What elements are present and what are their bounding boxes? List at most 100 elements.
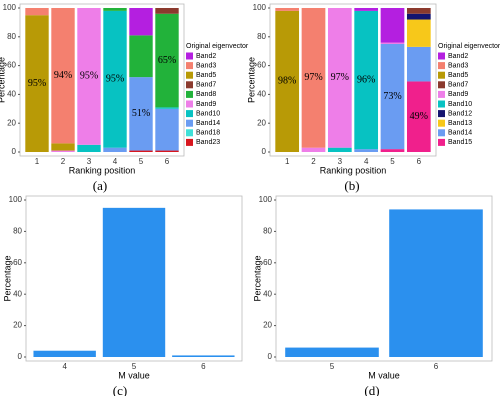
x-tick-label: 5: [390, 157, 395, 166]
legend-swatch: [186, 129, 193, 137]
legend-swatch: [186, 71, 193, 79]
bar: [172, 355, 235, 357]
legend-title: Original eigenvector: [186, 43, 249, 50]
y-tick-label: 40: [7, 90, 16, 99]
legend-label: Band3: [448, 62, 468, 69]
bar-segment: [275, 10, 300, 152]
value-label: 65%: [158, 55, 176, 66]
legend-label: Band3: [196, 62, 216, 69]
bar-segment: [275, 8, 300, 11]
legend-swatch: [186, 62, 193, 70]
bar-segment: [155, 108, 179, 151]
x-axis-title: Ranking position: [320, 165, 387, 175]
bar: [102, 207, 166, 357]
x-tick-label: 6: [201, 362, 206, 371]
value-label: 94%: [54, 70, 72, 81]
x-tick-label: 5: [330, 362, 335, 371]
bar-segment: [354, 10, 379, 150]
value-label: 49%: [410, 111, 428, 122]
panel-label: (a): [93, 178, 107, 193]
bar-segment: [406, 81, 431, 152]
legend-label: Band13: [448, 120, 472, 127]
bar-segment: [103, 10, 127, 148]
legend-label: Band2: [448, 53, 468, 60]
y-axis-title: Percentage: [246, 57, 256, 103]
panel-label: (b): [344, 178, 359, 193]
bar-segment: [406, 46, 431, 82]
bar-segment: [129, 150, 153, 152]
value-label: 96%: [357, 74, 375, 85]
bar-segment: [103, 147, 127, 152]
y-tick-label: 20: [263, 321, 272, 330]
x-tick-label: 3: [87, 157, 92, 166]
y-tick-label: 80: [7, 32, 16, 41]
bar-segment: [51, 8, 75, 144]
x-tick-label: 3: [338, 157, 343, 166]
x-tick-label: 1: [285, 157, 290, 166]
bar: [389, 209, 483, 357]
y-tick-label: 100: [9, 195, 23, 204]
bar-segment: [25, 15, 49, 153]
x-tick-label: 2: [61, 157, 66, 166]
bar-segment: [406, 13, 431, 20]
plot-frame: [19, 3, 185, 157]
legend-label: Band14: [196, 120, 220, 127]
legend-label: Band10: [196, 110, 220, 117]
legend-label: Band7: [196, 82, 216, 89]
y-tick-label: 0: [18, 352, 23, 361]
legend-label: Band14: [448, 130, 472, 137]
legend-label: Band18: [196, 130, 220, 137]
value-label: 97%: [304, 72, 322, 83]
legend-swatch: [438, 71, 445, 79]
plot-frame: [269, 3, 437, 157]
y-tick-label: 60: [257, 61, 266, 70]
value-label: 97%: [331, 72, 349, 83]
bar-segment: [155, 8, 179, 14]
plot-frame: [275, 195, 493, 362]
bar-segment: [406, 19, 431, 47]
legend-label: Band9: [196, 101, 216, 108]
y-tick-label: 0: [12, 147, 17, 156]
value-label: 95%: [28, 78, 46, 89]
x-tick-label: 5: [132, 362, 137, 371]
bar-segment: [380, 42, 405, 44]
y-tick-label: 0: [262, 147, 267, 156]
y-axis-title: Percentage: [2, 255, 12, 301]
legend-label: Band2: [196, 53, 216, 60]
bar-segment: [354, 149, 379, 152]
value-label: 51%: [132, 108, 150, 119]
y-tick-label: 20: [7, 118, 16, 127]
bar-segment: [327, 147, 352, 152]
y-tick-label: 100: [259, 195, 273, 204]
legend-swatch: [186, 52, 193, 60]
legend-title: Original eigenvector: [438, 43, 500, 50]
x-tick-label: 6: [165, 157, 170, 166]
legend-swatch: [438, 119, 445, 127]
y-tick-label: 80: [263, 227, 272, 236]
bar-segment: [301, 8, 326, 148]
legend-swatch: [438, 81, 445, 89]
legend-label: Band10: [448, 101, 472, 108]
x-axis-title: M value: [118, 370, 150, 380]
y-axis-title: Percentage: [252, 255, 262, 301]
y-tick-label: 0: [268, 352, 273, 361]
y-tick-label: 80: [257, 32, 266, 41]
legend-swatch: [186, 100, 193, 108]
legend-label: Band5: [448, 72, 468, 79]
bar-segment: [380, 149, 405, 152]
plot-frame: [25, 195, 243, 362]
panel-label: (d): [364, 383, 379, 396]
bar-segment: [380, 8, 405, 43]
bar-segment: [77, 144, 101, 152]
bar-segment: [129, 77, 153, 151]
bar-segment: [301, 147, 326, 152]
y-tick-label: 40: [257, 90, 266, 99]
x-tick-label: 1: [35, 157, 40, 166]
y-tick-label: 80: [13, 227, 22, 236]
y-tick-label: 20: [13, 321, 22, 330]
value-label: 95%: [80, 71, 98, 82]
x-axis-title: Ranking position: [69, 165, 136, 175]
legend-swatch: [438, 100, 445, 108]
y-tick-label: 60: [263, 258, 272, 267]
bar-segment: [25, 8, 49, 16]
